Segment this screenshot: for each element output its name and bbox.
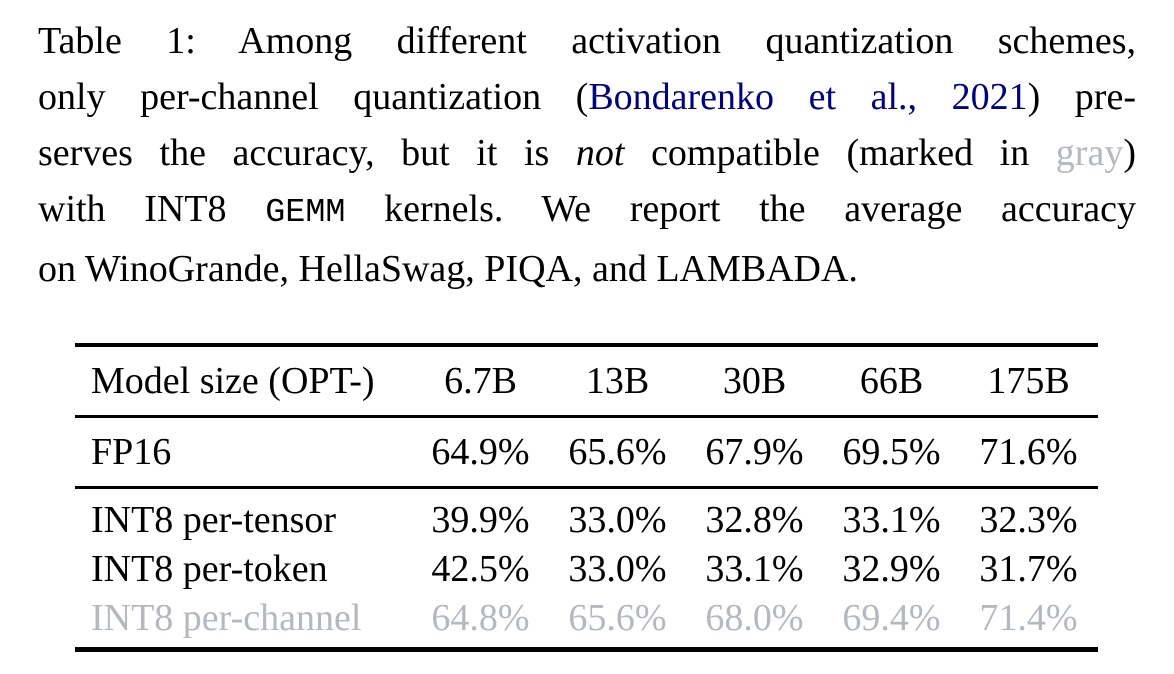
table-row-fp16: FP16 64.9% 65.6% 67.9% 69.5% 71.6% (75, 418, 1098, 486)
table-mid-rule-2 (75, 486, 1098, 489)
row-label: INT8 per-token (91, 547, 328, 590)
cell-value: 68.0% (705, 596, 804, 639)
caption-line-2: only per-channel quantization (Bondarenk… (38, 69, 1136, 125)
table-bottom-rule (75, 647, 1098, 652)
caption-line-4: with INT8 GEMM kernels. We report the av… (38, 181, 1136, 241)
citation-link[interactable]: Bondarenko et al., 2021 (588, 76, 1028, 118)
cell-value: 33.1% (842, 498, 941, 541)
caption-text: with INT8 (38, 188, 266, 230)
cell-value: 64.8% (431, 596, 530, 639)
cell-value: 69.5% (842, 431, 941, 473)
caption-text: on WinoGrande, HellaSwag, PIQA, and LAMB… (38, 248, 858, 290)
cell-value: 32.3% (979, 498, 1078, 541)
cell-value: 69.4% (842, 596, 941, 639)
caption-text: only per-channel quantization ( (38, 76, 589, 118)
cell-value: 64.9% (431, 431, 530, 473)
table-row-int8-per-tensor: INT8 per-tensor 39.9% 33.0% 32.8% 33.1% … (75, 495, 1098, 544)
caption-emphasis-not: not (575, 132, 625, 174)
cell-value: 33.0% (568, 547, 667, 590)
table-row-int8-per-token: INT8 per-token 42.5% 33.0% 33.1% 32.9% 3… (75, 544, 1098, 593)
caption-text: compatible (marked in (624, 132, 1056, 174)
cell-value: 32.9% (842, 547, 941, 590)
results-table: Model size (OPT-) 6.7B 13B 30B 66B 175B … (75, 343, 1098, 652)
cell-value: 33.1% (705, 547, 804, 590)
header-col-30b: 30B (722, 360, 787, 402)
table-int8-section: INT8 per-tensor 39.9% 33.0% 32.8% 33.1% … (75, 489, 1098, 647)
table-caption: Table 1: Among different activation quan… (38, 13, 1136, 297)
row-label: FP16 (91, 431, 172, 473)
cell-value: 33.0% (568, 498, 667, 541)
table-row-int8-per-channel: INT8 per-channel 64.8% 65.6% 68.0% 69.4%… (75, 593, 1098, 642)
cell-value: 71.4% (979, 596, 1078, 639)
caption-line-1: Table 1: Among different activation quan… (38, 13, 1136, 69)
cell-value: 42.5% (431, 547, 530, 590)
cell-value: 31.7% (979, 547, 1078, 590)
caption-text: kernels. We report the average accuracy (345, 188, 1136, 230)
cell-value: 65.6% (568, 431, 667, 473)
caption-text: serves the accuracy, but it is (38, 132, 576, 174)
row-label: INT8 per-channel (91, 596, 362, 639)
cell-value: 65.6% (568, 596, 667, 639)
caption-text: ) (1123, 132, 1136, 174)
caption-text: ) pre- (1027, 76, 1136, 118)
cell-value: 71.6% (979, 431, 1078, 473)
caption-code-gemm: GEMM (265, 194, 346, 232)
caption-text: Table 1: Among different activation quan… (38, 20, 1136, 62)
cell-value: 32.8% (705, 498, 804, 541)
row-label: INT8 per-tensor (91, 498, 337, 541)
header-col-66b: 66B (859, 360, 924, 402)
header-col-175b: 175B (987, 360, 1070, 402)
cell-value: 67.9% (705, 431, 804, 473)
table-header-row: Model size (OPT-) 6.7B 13B 30B 66B 175B (75, 347, 1098, 415)
table-top-rule (75, 343, 1098, 347)
caption-gray-word: gray (1055, 132, 1124, 174)
table-mid-rule-1 (75, 415, 1098, 418)
cell-value: 39.9% (431, 498, 530, 541)
caption-line-3: serves the accuracy, but it is not compa… (38, 125, 1136, 181)
caption-line-5: on WinoGrande, HellaSwag, PIQA, and LAMB… (38, 241, 1136, 297)
header-model-size: Model size (OPT-) (91, 360, 375, 402)
header-col-13b: 13B (585, 360, 650, 402)
header-col-6.7b: 6.7B (444, 360, 517, 402)
